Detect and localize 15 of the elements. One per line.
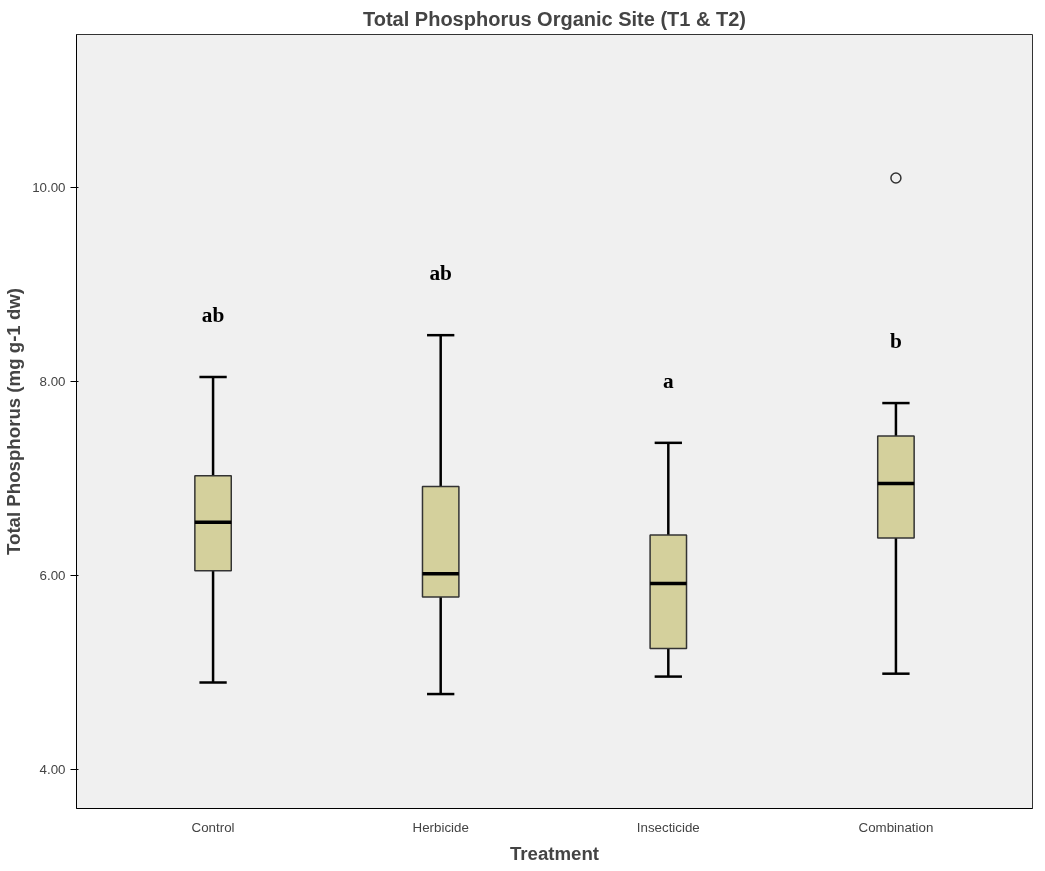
y-axis-title: Total Phosphorus (mg g-1 dw) [3, 287, 25, 556]
x-tick-label: Insecticide [636, 819, 700, 835]
x-tick-label: Combination [858, 819, 934, 835]
y-tick-label: 4.00 [39, 762, 66, 778]
y-tick-label: 10.00 [32, 180, 66, 196]
x-axis-title: Treatment [509, 842, 600, 864]
y-tick-label: 8.00 [39, 374, 66, 390]
annotation: a [662, 368, 674, 393]
x-tick-label: Control [191, 819, 235, 835]
annotation: b [890, 329, 902, 354]
annotation: ab [201, 302, 225, 327]
y-tick-label: 6.00 [39, 568, 66, 584]
chart-title: Total Phosphorus Organic Site (T1 & T2) [363, 7, 746, 30]
x-tick-label: Herbicide [412, 819, 469, 835]
annotation: ab [429, 261, 452, 286]
